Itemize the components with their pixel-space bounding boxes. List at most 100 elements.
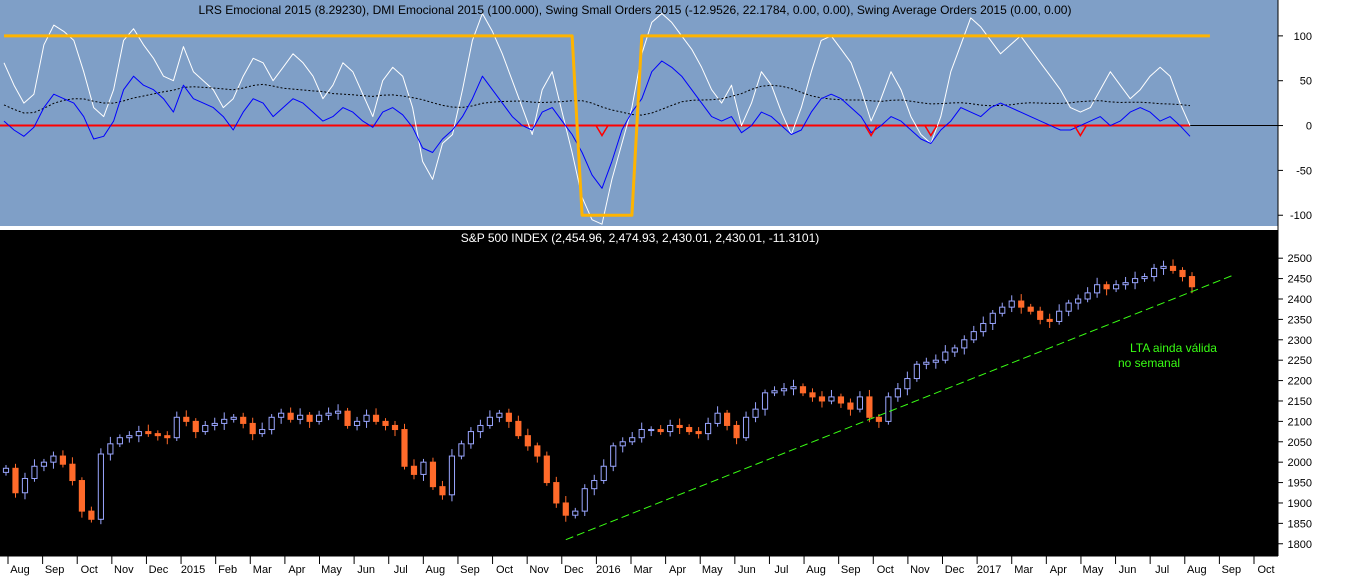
x-tick-label: Jul — [1155, 564, 1169, 576]
bottom-axis-strip — [0, 556, 1352, 577]
candle-up — [752, 408, 759, 418]
candle-down — [88, 510, 95, 520]
candle-down — [1046, 318, 1053, 322]
candle-down — [695, 431, 702, 435]
candle-up — [202, 424, 209, 433]
upper-y-tick-label: -100 — [1290, 210, 1312, 222]
candle-up — [107, 443, 114, 455]
candle-up — [40, 461, 48, 467]
candle-down — [1018, 300, 1025, 308]
candle-down — [686, 426, 693, 433]
x-tick-label: Feb — [218, 564, 237, 576]
x-tick-label: Dec — [149, 564, 169, 576]
lower-y-tick-label: 1800 — [1288, 539, 1312, 551]
candle-down — [240, 416, 247, 424]
candle-up — [856, 396, 864, 410]
x-tick-label: May — [321, 564, 342, 576]
candle-up — [363, 414, 370, 422]
candle-up — [1122, 282, 1129, 286]
candle-up — [353, 420, 361, 426]
candle-down — [410, 465, 418, 475]
candle-down — [562, 502, 569, 516]
upper-y-tick-label: 100 — [1294, 31, 1312, 43]
candle-down — [287, 412, 294, 420]
candle-up — [135, 431, 142, 437]
candle-up — [448, 455, 456, 496]
candle-up — [420, 461, 427, 475]
candle-up — [211, 422, 218, 426]
x-tick-label: Oct — [496, 564, 513, 576]
candle-down — [429, 461, 437, 488]
x-tick-label: Nov — [114, 564, 134, 576]
x-tick-label: May — [1083, 564, 1104, 576]
lower-y-tick-label: 2350 — [1288, 314, 1312, 326]
candle-down — [69, 463, 76, 482]
candle-up — [648, 429, 655, 432]
x-tick-label: Nov — [910, 564, 930, 576]
candle-up — [1065, 302, 1072, 312]
candle-up — [1075, 298, 1082, 304]
candle-up — [1131, 278, 1139, 284]
candle-up — [932, 359, 939, 363]
upper-panel-title: LRS Emocional 2015 (8.29230), DMI Emocio… — [199, 3, 1072, 17]
lrs-series-line — [3, 60, 1191, 189]
x-tick-label: 2016 — [596, 564, 620, 576]
lower-y-tick-label: 1900 — [1288, 498, 1312, 510]
lower-plot-area — [2, 259, 1235, 541]
candle-up — [126, 435, 133, 439]
x-tick-label: Jun — [738, 564, 756, 576]
candle-up — [50, 455, 57, 463]
candle-up — [980, 322, 987, 333]
x-tick-label: Nov — [529, 564, 549, 576]
x-tick-label: Mar — [1014, 564, 1033, 576]
swing-average-series-line — [4, 34, 1210, 217]
candle-down — [818, 396, 826, 402]
candle-up — [1008, 300, 1015, 308]
candle-up — [885, 396, 892, 422]
candle-up — [278, 412, 285, 418]
candle-up — [334, 410, 342, 414]
x-tick-label: Aug — [806, 564, 826, 576]
candle-up — [297, 414, 304, 420]
panel-separator — [0, 226, 1278, 230]
candle-down — [145, 431, 152, 435]
candle-up — [1160, 265, 1167, 269]
candle-down — [372, 414, 380, 422]
candle-up — [961, 339, 968, 349]
candle-down — [183, 416, 190, 422]
candle-up — [230, 416, 237, 420]
candle-down — [524, 435, 531, 447]
candle-down — [192, 420, 199, 433]
candle-up — [221, 418, 228, 424]
candle-up — [591, 480, 598, 490]
x-tick-label: Apr — [1050, 564, 1067, 576]
upper-y-tick-label: 50 — [1300, 76, 1312, 88]
x-tick-label: Aug — [10, 564, 30, 576]
x-tick-label: Dec — [945, 564, 965, 576]
candle-down — [799, 386, 807, 394]
candle-up — [477, 424, 484, 433]
swing-small-marker — [1073, 125, 1088, 138]
x-tick-label: Oct — [81, 564, 98, 576]
swing-small-marker — [924, 125, 938, 138]
candle-up — [714, 412, 721, 424]
candle-up — [21, 477, 29, 494]
dmi-series-line — [3, 13, 1191, 225]
candle-down — [1188, 276, 1196, 288]
annotation-line-2: no semanal — [1118, 356, 1180, 370]
candle-down — [534, 445, 541, 457]
candle-up — [761, 392, 769, 410]
candle-down — [249, 422, 256, 435]
x-tick-label: 2017 — [977, 564, 1001, 576]
candle-up — [913, 363, 920, 380]
candle-down — [401, 429, 408, 467]
candle-down — [733, 424, 740, 439]
candle-down — [875, 416, 882, 422]
candle-up — [904, 378, 911, 390]
candle-up — [116, 437, 123, 445]
candle-up — [581, 488, 588, 512]
x-tick-label: Jun — [357, 564, 375, 576]
candle-down — [847, 402, 854, 410]
candle-down — [543, 455, 550, 484]
